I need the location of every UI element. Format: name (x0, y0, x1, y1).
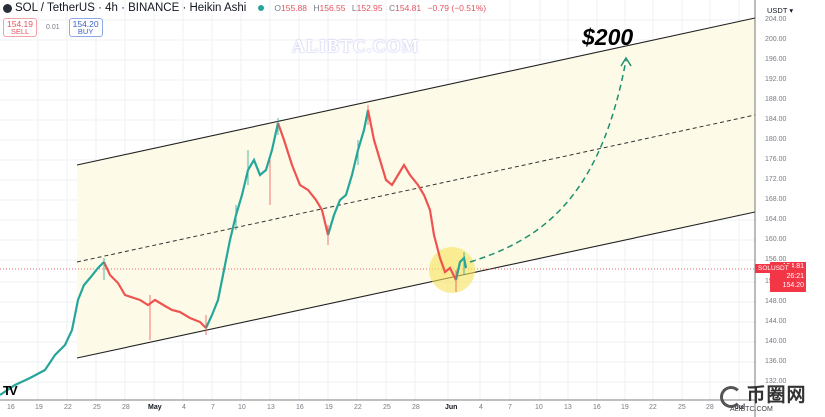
spread-value: 0.01 (46, 24, 60, 31)
site-logo-watermark: 币圈网 ALIBTC.COM (720, 380, 806, 413)
symbol-title[interactable]: SOL / TetherUS · 4h · BINANCE · Heikin A… (15, 2, 247, 14)
arrow-head-icon (620, 56, 632, 67)
projection-arrow (469, 59, 627, 263)
currency-selector[interactable]: USDT ▾ (767, 6, 794, 15)
ohlc-values: O155.88 H156.55 L152.95 C154.81 −0.79 (−… (274, 3, 487, 13)
channel-upper-line (76, 17, 756, 166)
price-candles (0, 105, 468, 396)
logo-swirl-icon (720, 385, 742, 408)
symbol-price-tag: SOLUSDT (755, 264, 792, 273)
tradingview-logo[interactable]: TV (3, 383, 18, 398)
sell-button[interactable]: 154.19 SELL (3, 18, 37, 37)
symbol-logo-icon (3, 3, 12, 13)
trade-panel: 154.19 SELL 0.01 154.20 BUY (3, 18, 103, 37)
symbol-legend: SOL / TetherUS · 4h · BINANCE · Heikin A… (3, 2, 490, 14)
channel-middle-line (76, 114, 756, 263)
market-status-icon (258, 5, 265, 11)
watermark-text: ALIBTC.COM (292, 36, 420, 56)
buy-button[interactable]: 154.20 BUY (68, 18, 103, 37)
channel-lower-line (76, 211, 756, 359)
target-price-label: $200 (582, 24, 634, 50)
change-value: −0.79 (−0.51%) (427, 3, 487, 13)
